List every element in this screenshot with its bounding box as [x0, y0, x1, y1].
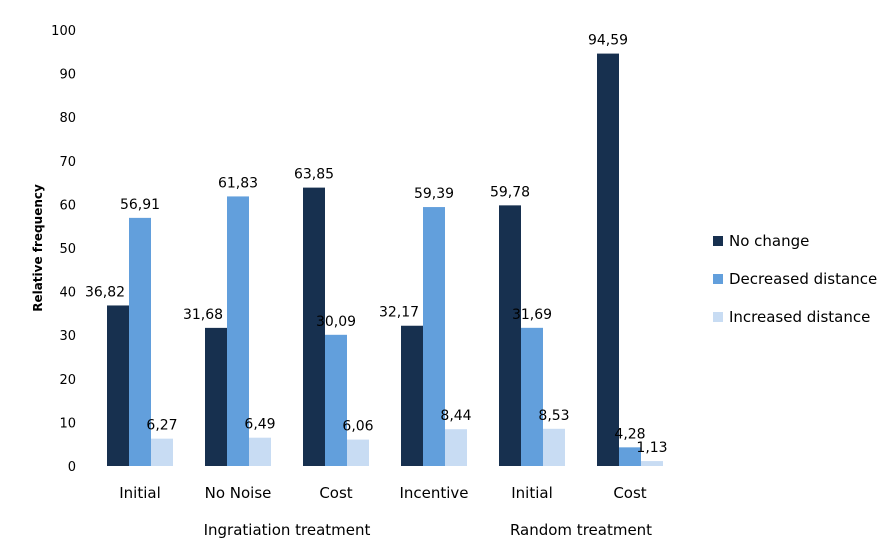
data-label: 1,13: [636, 440, 667, 456]
data-label: 94,59: [588, 33, 628, 49]
category-labels: Initial No Noise Cost Incentive Initial Cost: [119, 484, 647, 502]
bar: [423, 207, 445, 466]
data-label: 8,53: [538, 408, 569, 424]
y-tick-label: 30: [59, 329, 76, 344]
y-tick-label: 50: [59, 242, 76, 257]
bar: [325, 334, 347, 466]
bar: [641, 461, 663, 466]
data-label: 59,78: [490, 184, 530, 200]
data-label: 30,09: [316, 314, 356, 330]
bar: [205, 327, 227, 466]
legend-label: Decreased distance: [729, 270, 877, 288]
y-axis-ticks: 0 10 20 30 40 50 60 70 80 90 100: [51, 24, 76, 475]
y-tick-label: 20: [59, 373, 76, 388]
y-tick-label: 80: [59, 111, 76, 126]
legend-swatch: [713, 312, 723, 322]
bar: [249, 437, 271, 466]
y-axis-label: Relative frequency: [31, 184, 45, 312]
bar: [303, 187, 325, 466]
group-labels: Ingratiation treatment Random treatment: [204, 521, 653, 539]
y-tick-label: 100: [51, 24, 76, 39]
legend-label: No change: [729, 232, 809, 250]
data-label: 6,27: [146, 418, 177, 434]
y-tick-label: 10: [59, 416, 76, 431]
bar: [129, 217, 151, 466]
bar: [227, 196, 249, 466]
bars: [107, 53, 663, 467]
data-label: 56,91: [120, 197, 160, 213]
bar: [151, 438, 173, 466]
data-label: 8,44: [440, 408, 471, 424]
bar: [401, 325, 423, 466]
data-label: 6,06: [342, 419, 373, 435]
category-label: Incentive: [399, 484, 468, 502]
y-tick-label: 40: [59, 286, 76, 301]
category-label: Cost: [613, 484, 646, 502]
data-label: 32,17: [379, 305, 419, 321]
legend-swatch: [713, 236, 723, 246]
group-label: Random treatment: [510, 521, 652, 539]
category-label: Cost: [319, 484, 352, 502]
bar: [619, 447, 641, 466]
data-label: 63,85: [294, 167, 334, 183]
category-label: Initial: [511, 484, 553, 502]
data-label: 31,69: [512, 307, 552, 323]
legend: No change Decreased distance Increased dis…: [713, 232, 877, 326]
data-label: 6,49: [244, 417, 275, 433]
y-tick-label: 90: [59, 68, 76, 83]
bar: [107, 305, 129, 466]
category-label: Initial: [119, 484, 161, 502]
bar: [543, 428, 565, 466]
bar: [499, 205, 521, 467]
data-label: 59,39: [414, 186, 454, 202]
data-label: 61,83: [218, 175, 258, 191]
legend-label: Increased distance: [729, 308, 870, 326]
data-label: 36,82: [85, 284, 125, 300]
bar: [521, 327, 543, 466]
data-label: 31,68: [183, 307, 223, 323]
bar: [347, 439, 369, 466]
legend-swatch: [713, 274, 723, 284]
bar: [597, 53, 619, 467]
data-labels: 36,82 56,91 6,27 31,68 61,83 6,49 63,85 30,09 6,…: [85, 33, 668, 456]
data-label: 4,28: [614, 426, 645, 442]
group-label: Ingratiation treatment: [204, 521, 371, 539]
y-tick-label: 70: [59, 155, 76, 170]
category-label: No Noise: [205, 484, 272, 502]
bar: [445, 429, 467, 466]
y-tick-label: 0: [68, 460, 76, 475]
y-tick-label: 60: [59, 198, 76, 213]
